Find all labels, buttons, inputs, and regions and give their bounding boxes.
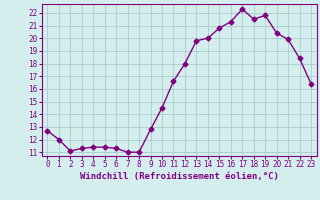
X-axis label: Windchill (Refroidissement éolien,°C): Windchill (Refroidissement éolien,°C) — [80, 172, 279, 181]
